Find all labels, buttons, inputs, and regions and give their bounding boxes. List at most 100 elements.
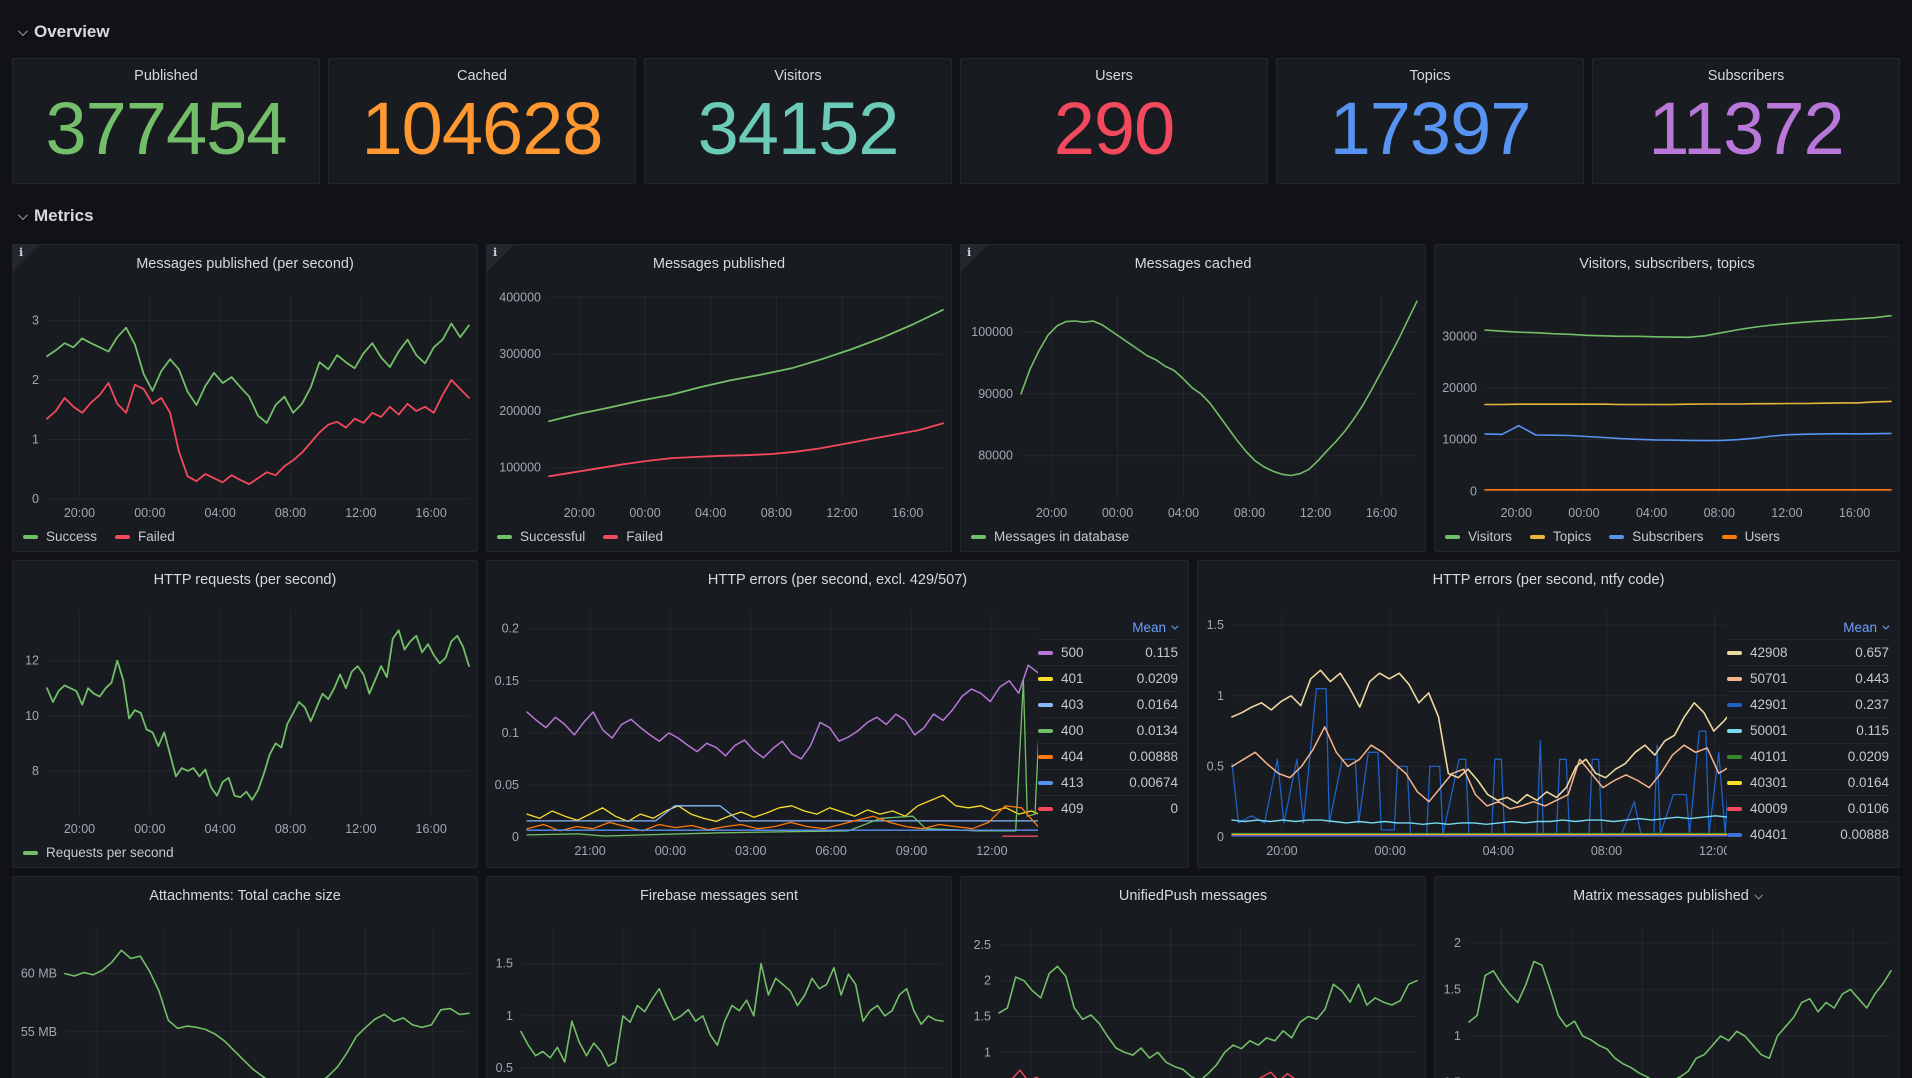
- stat-value: 377454: [45, 87, 288, 170]
- chart-http-errors-status[interactable]: 21:0000:0003:0006:0009:0012:0015:0018:00…: [487, 599, 1038, 867]
- legend-table-row[interactable]: 42908 0.657: [1727, 639, 1889, 665]
- svg-text:04:00: 04:00: [205, 822, 236, 836]
- svg-text:00:00: 00:00: [1568, 506, 1599, 520]
- chart-visitors-subscribers-topics[interactable]: 20:00 00:00 04:00 08:00 12:00 16:00 0 10000 2000…: [1435, 283, 1899, 551]
- chart-messages-cached[interactable]: 20:00 00:00 04:00 08:00 12:00 16:00 80000 90000…: [961, 283, 1425, 551]
- legend-label: 404: [1061, 749, 1084, 764]
- legend-table-row[interactable]: 40101 0.0209: [1727, 743, 1889, 769]
- info-corner-icon[interactable]: [487, 245, 514, 272]
- legend-item[interactable]: Requests per second: [23, 845, 174, 860]
- chart-messages-published-total[interactable]: 20:00 00:00 04:00 08:00 12:00 16:00 100000 2000…: [487, 283, 951, 551]
- legend-mean-sort-header[interactable]: Mean: [1727, 615, 1890, 639]
- svg-text:20:00: 20:00: [1501, 506, 1532, 520]
- legend-mean-value: 0.00674: [1129, 775, 1178, 790]
- panel-title[interactable]: Messages published (per second): [136, 256, 354, 272]
- legend-table-row[interactable]: 40401 0.00888: [1727, 821, 1889, 847]
- info-icon[interactable]: i: [19, 246, 24, 259]
- panel-matrix-messages: Matrix messages published 20:0000:0004:0…: [1434, 876, 1900, 1078]
- panel-title[interactable]: Messages published: [652, 256, 786, 272]
- legend-table-row[interactable]: 413 0.00674: [1038, 769, 1178, 795]
- svg-text:0: 0: [512, 830, 519, 844]
- svg-text:12:00: 12:00: [1300, 506, 1331, 520]
- legend-item[interactable]: Users: [1721, 529, 1780, 544]
- legend-item[interactable]: Messages in database: [971, 529, 1129, 544]
- legend-label: 40401: [1750, 827, 1788, 842]
- legend-label: 40101: [1750, 749, 1788, 764]
- legend-item[interactable]: Failed: [603, 529, 663, 544]
- chevron-down-icon: [17, 25, 28, 36]
- panel-title[interactable]: HTTP errors (per second, excl. 429/507): [707, 572, 968, 588]
- chart-http-requests[interactable]: 20:00 00:00 04:00 08:00 12:00 16:00 8 10 12 Reque…: [13, 599, 477, 867]
- info-corner-icon[interactable]: [961, 245, 988, 272]
- svg-text:20:00: 20:00: [64, 506, 95, 520]
- panel-title[interactable]: Matrix messages published: [1435, 877, 1899, 915]
- panel-title[interactable]: Attachments: Total cache size: [149, 888, 341, 904]
- legend-mean-value: 0.0134: [1136, 723, 1178, 738]
- legend-label: Topics: [1553, 529, 1592, 544]
- svg-text:1.5: 1.5: [1444, 982, 1461, 996]
- svg-text:20:00: 20:00: [1036, 506, 1067, 520]
- svg-text:1: 1: [1454, 1029, 1461, 1043]
- svg-text:1: 1: [506, 1009, 513, 1023]
- panel-menu-chevron-icon[interactable]: [1754, 891, 1763, 900]
- chart-messages-published-rate[interactable]: 20:00 00:00 04:00 08:00 12:00 16:00 0 1 2 3 Succes…: [13, 283, 477, 551]
- legend-item[interactable]: Subscribers: [1609, 529, 1704, 544]
- legend-table-row[interactable]: 500 0.115: [1038, 639, 1178, 665]
- info-icon[interactable]: i: [493, 246, 498, 259]
- panel-title[interactable]: Messages cached: [1134, 256, 1252, 272]
- stat-panel-topics: Topics 17397: [1276, 58, 1584, 184]
- stat-value: 34152: [697, 87, 900, 170]
- legend-table-row[interactable]: 403 0.0164: [1038, 691, 1178, 717]
- svg-text:00:00: 00:00: [134, 822, 165, 836]
- legend-table-row[interactable]: 40009 0.0106: [1727, 795, 1889, 821]
- panel-title[interactable]: HTTP errors (per second, ntfy code): [1432, 572, 1665, 588]
- legend-table-row[interactable]: 409 0: [1038, 795, 1178, 821]
- svg-text:2: 2: [984, 974, 991, 988]
- legend-swatch-icon: [115, 534, 131, 539]
- legend-table-row[interactable]: 40301 0.0164: [1727, 769, 1889, 795]
- info-corner-icon[interactable]: [13, 245, 40, 272]
- legend-table-row[interactable]: 50701 0.443: [1727, 665, 1889, 691]
- svg-text:100000: 100000: [971, 325, 1013, 339]
- svg-text:09:00: 09:00: [896, 844, 927, 858]
- legend-item[interactable]: Success: [23, 529, 97, 544]
- section-header-overview[interactable]: Overview: [0, 0, 1912, 58]
- legend-table-row[interactable]: 404 0.00888: [1038, 743, 1178, 769]
- svg-text:08:00: 08:00: [1591, 844, 1622, 858]
- svg-text:00:00: 00:00: [655, 844, 686, 858]
- panel-title[interactable]: HTTP requests (per second): [153, 572, 337, 588]
- svg-text:20000: 20000: [1442, 381, 1477, 395]
- legend-table-row[interactable]: 400 0.0134: [1038, 717, 1178, 743]
- panel-title[interactable]: Firebase messages sent: [640, 888, 798, 904]
- legend-swatch-icon: [1445, 534, 1460, 539]
- legend-item[interactable]: Visitors: [1445, 529, 1512, 544]
- legend-table-row[interactable]: 50001 0.115: [1727, 717, 1889, 743]
- legend-label: 40009: [1750, 801, 1788, 816]
- panel-title[interactable]: UnifiedPush messages: [1118, 888, 1268, 904]
- stat-value: 11372: [1648, 87, 1844, 170]
- legend-item[interactable]: Successful: [497, 529, 585, 544]
- legend-item[interactable]: Topics: [1530, 529, 1591, 544]
- legend-item[interactable]: Failed: [115, 529, 175, 544]
- legend-mean-sort-header[interactable]: Mean: [1038, 615, 1179, 639]
- stat-title: Visitors: [774, 68, 822, 84]
- info-icon[interactable]: i: [967, 246, 972, 259]
- svg-text:55 MB: 55 MB: [21, 1025, 57, 1039]
- svg-text:1.5: 1.5: [974, 1009, 991, 1023]
- legend-table-http-errors-ntfy: Mean 42908 0.657 50701 0.443 42901 0.237 50001 0…: [1727, 599, 1899, 867]
- legend-table-row[interactable]: 401 0.0209: [1038, 665, 1178, 691]
- legend-table-row[interactable]: 42901 0.237: [1727, 691, 1889, 717]
- section-header-metrics[interactable]: Metrics: [0, 184, 1912, 242]
- svg-text:20:00: 20:00: [1266, 844, 1297, 858]
- legend-label: Failed: [626, 529, 664, 544]
- svg-text:0.5: 0.5: [496, 1061, 513, 1075]
- panel-title[interactable]: Visitors, subscribers, topics: [1579, 256, 1755, 272]
- legend-swatch-icon: [1727, 676, 1742, 681]
- svg-text:12:00: 12:00: [345, 822, 376, 836]
- svg-text:3: 3: [32, 314, 39, 328]
